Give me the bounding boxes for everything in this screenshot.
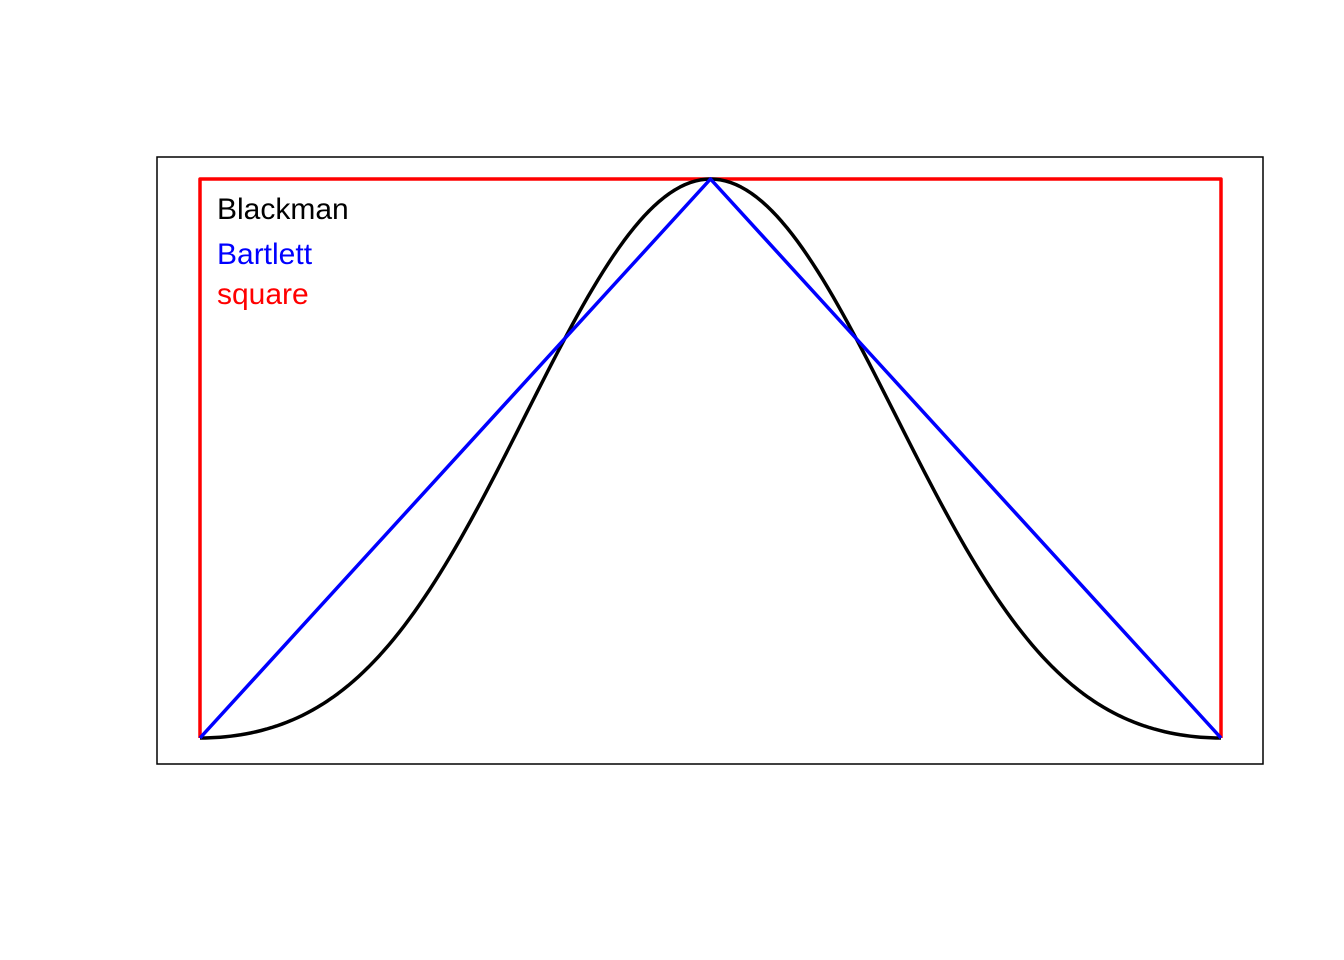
legend-label-square: square (217, 278, 309, 311)
series-line-blackman (199, 177, 1222, 740)
legend-label-bartlett: Bartlett (217, 238, 313, 271)
legend: Blackman Bartlett square (217, 193, 349, 311)
series-line-square (198, 177, 1223, 738)
series-line-bartlett (198, 177, 1223, 740)
series-layer (198, 177, 1223, 740)
legend-label-blackman: Blackman (217, 193, 349, 226)
plot-frame (156, 156, 1264, 765)
